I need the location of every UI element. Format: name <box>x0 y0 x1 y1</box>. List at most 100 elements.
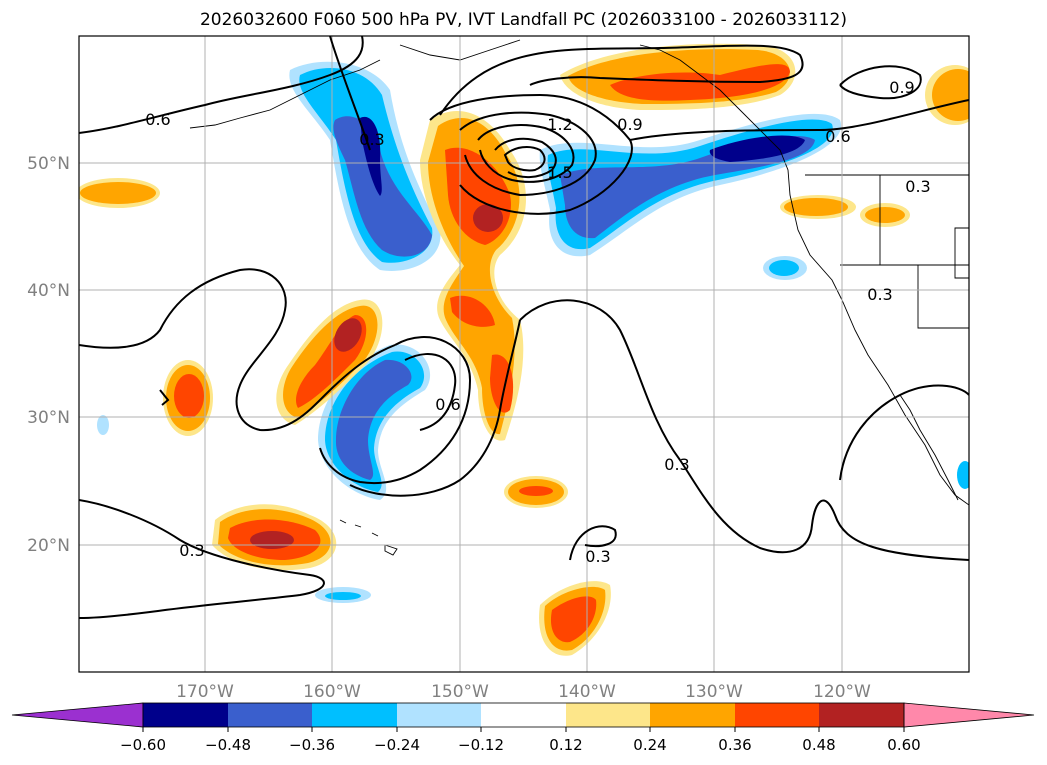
colorbar-frame <box>142 702 905 728</box>
ivt-contour <box>839 384 969 481</box>
contour-label: 0.3 <box>359 130 384 149</box>
ivt-contours <box>79 36 969 619</box>
ivt-contour <box>459 111 597 197</box>
lat-label: 30°N <box>27 408 70 428</box>
contour-label: 0.3 <box>867 285 892 304</box>
colorbar-segment <box>819 703 904 727</box>
colorbar: −0.60 −0.48 −0.36 −0.24 −0.12 0.12 0.24 … <box>11 702 1035 754</box>
contour-label: 0.6 <box>825 127 850 146</box>
positive-pv-region <box>932 69 969 121</box>
contour-label: 0.3 <box>585 547 610 566</box>
lon-label: 160°W <box>303 682 361 702</box>
colorbar-segment <box>735 703 819 727</box>
map-frame <box>78 35 970 673</box>
ivt-contour <box>839 65 922 100</box>
positive-pv-region <box>519 486 553 496</box>
contour-label: 0.9 <box>617 115 642 134</box>
latitude-labels: 50°N 40°N 30°N 20°N <box>27 154 70 556</box>
ivt-contour <box>519 299 969 561</box>
ivt-contour <box>439 44 804 116</box>
negative-pv-region <box>560 136 815 239</box>
contour-label: 1.2 <box>547 115 572 134</box>
state-borders <box>840 175 969 329</box>
ivt-contour <box>494 137 557 178</box>
lon-label: 150°W <box>431 682 489 702</box>
ivt-contour <box>79 499 325 619</box>
colorbar-segment <box>397 703 481 727</box>
positive-pv-region <box>250 531 294 549</box>
ivt-contour <box>503 146 546 172</box>
colorbar-ticks <box>142 727 905 732</box>
colorbar-tick-labels: −0.60 −0.48 −0.36 −0.24 −0.12 0.12 0.24 … <box>120 736 921 754</box>
positive-pv-region <box>490 354 514 413</box>
colorbar-tick-label: −0.60 <box>120 736 166 754</box>
lon-label: 120°W <box>813 682 871 702</box>
contour-label: 0.6 <box>435 395 460 414</box>
colorbar-segment <box>143 703 228 727</box>
contour-labels: 0.6 0.3 1.2 0.9 1.5 0.6 0.9 0.3 0.3 0.6 … <box>145 78 930 566</box>
colorbar-tick-label: 0.12 <box>549 736 582 754</box>
positive-pv-region <box>450 295 495 327</box>
ivt-contour <box>319 336 472 485</box>
colorbar-segment <box>312 703 397 727</box>
ivt-contour <box>569 525 617 561</box>
lon-label: 130°W <box>685 682 743 702</box>
lon-label: 140°W <box>558 682 616 702</box>
negative-pv-region <box>333 116 432 257</box>
positive-pv-region <box>550 596 597 643</box>
negative-pv-region <box>335 359 412 480</box>
positive-pv-region <box>473 204 503 232</box>
map-title: 2026032600 F060 500 hPa PV, IVT Landfall… <box>199 10 847 30</box>
contour-label: 0.6 <box>145 110 170 129</box>
ivt-contour <box>329 36 371 151</box>
colorbar-tick-label: 0.36 <box>718 736 751 754</box>
colorbar-tick-label: 0.24 <box>633 736 666 754</box>
ivt-contour <box>477 124 575 183</box>
positive-pv-region <box>334 318 362 352</box>
colorbar-tick-label: −0.48 <box>205 736 251 754</box>
colorbar-min-extend <box>11 702 144 728</box>
colorbar-segment <box>481 703 566 727</box>
longitude-labels: 170°W 160°W 150°W 140°W 130°W 120°W <box>176 682 871 702</box>
ivt-contour <box>79 268 396 432</box>
lon-label: 170°W <box>176 682 234 702</box>
colorbar-max-extend <box>903 702 1035 728</box>
positive-pv-region <box>80 182 156 204</box>
colorbar-segment <box>650 703 735 727</box>
lat-label: 40°N <box>27 281 70 301</box>
lat-label: 20°N <box>27 536 70 556</box>
pv-shading <box>79 43 969 656</box>
ivt-contour <box>404 353 457 431</box>
colorbar-tick-label: −0.12 <box>458 736 504 754</box>
colorbar-segment <box>228 703 312 727</box>
negative-pv-region <box>957 461 969 489</box>
gridlines <box>79 36 969 672</box>
contour-label: 0.3 <box>664 455 689 474</box>
positive-pv-region <box>865 207 905 223</box>
alaska-peninsula-coastline <box>189 59 381 129</box>
colorbar-tick-label: 0.48 <box>802 736 835 754</box>
negative-pv-region <box>709 135 805 162</box>
colorbar-segment <box>566 703 650 727</box>
hawaiian-islands <box>339 519 398 556</box>
negative-pv-region <box>97 415 109 435</box>
negative-pv-region <box>769 260 799 276</box>
contour-label: 0.3 <box>905 177 930 196</box>
contour-label: 0.3 <box>179 541 204 560</box>
ivt-contour <box>159 389 170 406</box>
positive-pv-region <box>610 64 790 101</box>
negative-pv-region <box>325 592 361 600</box>
colorbar-tick-label: −0.24 <box>374 736 420 754</box>
ivt-contour <box>79 36 364 134</box>
map-panel: 0.6 0.3 1.2 0.9 1.5 0.6 0.9 0.3 0.3 0.6 … <box>78 35 970 673</box>
ivt-contour <box>349 319 521 497</box>
lat-label: 50°N <box>27 154 70 174</box>
positive-pv-region <box>174 374 204 418</box>
north-america-coastline <box>639 44 969 506</box>
ivt-contour <box>629 99 969 141</box>
baja-coastline <box>899 394 959 501</box>
positive-pv-region <box>784 198 848 216</box>
colorbar-tick-label: 0.60 <box>887 736 920 754</box>
contour-label: 0.9 <box>889 78 914 97</box>
